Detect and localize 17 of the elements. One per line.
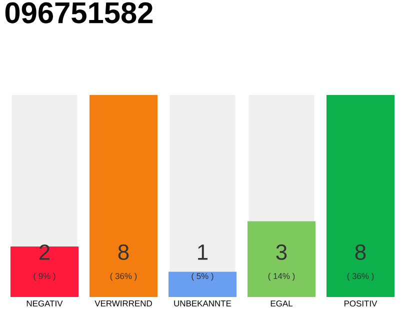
x-tick-label: POSITIV [344, 300, 378, 307]
annotation: ( 36% ) [347, 272, 374, 281]
x-tick-label: EGAL [270, 300, 293, 307]
data-label: 8 [118, 244, 129, 260]
data-label: 3 [276, 244, 287, 260]
annotation: ( 9% ) [34, 272, 56, 281]
annotation: ( 14% ) [268, 272, 295, 281]
data-label: 8 [355, 244, 366, 260]
bar [168, 272, 236, 297]
x-tick-label: UNBEKANNTE [174, 300, 232, 306]
data-label: 2 [40, 244, 50, 260]
chart-title: 096751582 [5, 2, 153, 24]
x-tick-label: NEGATIV [26, 300, 63, 307]
annotation: ( 5% ) [192, 272, 214, 281]
data-label: 1 [198, 244, 208, 260]
annotation: ( 36% ) [110, 272, 137, 281]
x-tick-label: VERWIRREND [94, 300, 152, 306]
